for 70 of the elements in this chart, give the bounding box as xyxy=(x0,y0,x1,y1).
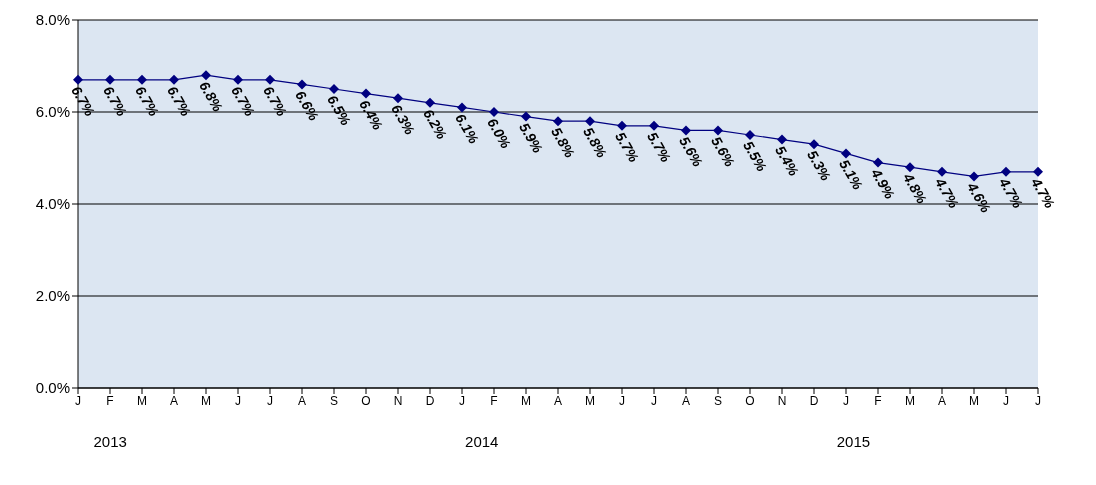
x-tick-label: J xyxy=(843,393,849,408)
point xyxy=(745,130,755,140)
point xyxy=(233,74,243,85)
point xyxy=(905,162,915,173)
x-tick-label: J xyxy=(267,393,273,408)
x-tick-label: F xyxy=(874,393,882,408)
x-tick-label: A xyxy=(937,393,947,408)
y-tick-label: 2.0% xyxy=(35,287,70,305)
point xyxy=(361,88,371,99)
x-tick-label: O xyxy=(361,393,371,408)
y-tick-label: 0.0% xyxy=(35,379,70,397)
x-tick-label: D xyxy=(809,393,819,408)
x-tick-label: A xyxy=(553,393,563,408)
x-tick-label: F xyxy=(106,393,114,408)
point xyxy=(73,74,83,85)
point xyxy=(169,74,179,85)
x-tick-label: O xyxy=(745,393,755,408)
x-tick-label: A xyxy=(681,393,691,408)
x-tick-label: A xyxy=(297,393,307,408)
x-tick-label: J xyxy=(619,393,625,408)
x-tick-label: M xyxy=(521,393,531,408)
x-tick-label: A xyxy=(169,393,179,408)
x-tick-label: F xyxy=(490,393,498,408)
point xyxy=(873,157,883,168)
x-tick-label: S xyxy=(329,393,339,408)
point xyxy=(649,120,659,131)
x-tick-label: D xyxy=(425,393,435,408)
text: 2015 xyxy=(836,433,871,450)
point xyxy=(809,139,819,150)
point xyxy=(841,148,851,159)
point xyxy=(297,79,307,90)
point xyxy=(137,74,147,85)
x-tick-label: J xyxy=(1035,393,1041,408)
point xyxy=(617,120,627,131)
x-tick-label: M xyxy=(137,393,147,408)
x-tick-label: N xyxy=(777,393,787,408)
x-tick-label: J xyxy=(235,393,241,408)
point xyxy=(1033,166,1043,177)
point xyxy=(713,125,723,136)
x-tick-label: S xyxy=(713,393,723,408)
text: 2013 xyxy=(93,433,127,450)
x-tick-label: N xyxy=(393,393,403,408)
point xyxy=(777,134,787,145)
point xyxy=(201,70,211,81)
x-tick-label: M xyxy=(585,393,595,408)
x-tick-label: J xyxy=(75,393,81,408)
point xyxy=(265,74,275,85)
x-tick-label: J xyxy=(459,393,465,408)
point xyxy=(681,125,691,136)
x-tick-label: M xyxy=(905,393,915,408)
point xyxy=(425,97,435,108)
text: 2014 xyxy=(465,433,499,450)
point xyxy=(937,166,947,177)
point xyxy=(489,107,499,117)
x-tick-label: M xyxy=(201,393,211,408)
point xyxy=(329,84,339,94)
y-tick-label: 6.0% xyxy=(35,103,70,121)
point xyxy=(457,102,467,113)
point xyxy=(585,116,595,127)
point xyxy=(1001,166,1011,177)
point xyxy=(393,93,403,104)
point xyxy=(969,171,979,182)
x-tick-label: M xyxy=(969,393,979,408)
y-tick-label: 8.0% xyxy=(35,11,70,29)
x-tick-label: J xyxy=(651,393,657,408)
x-tick-label: J xyxy=(1003,393,1009,408)
point xyxy=(553,116,563,127)
y-tick-label: 4.0% xyxy=(35,195,70,213)
point xyxy=(521,111,531,122)
point xyxy=(105,74,115,85)
